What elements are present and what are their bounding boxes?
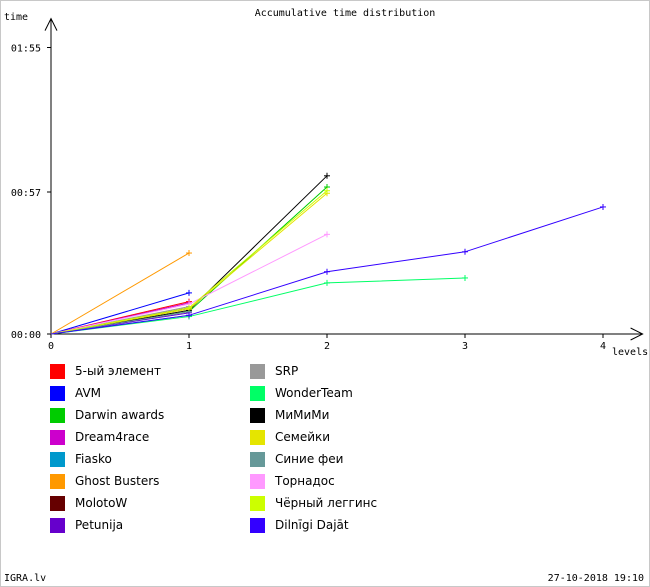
legend-swatch <box>50 517 65 533</box>
legend-label: Чёрный леггинс <box>275 496 378 510</box>
legend-label: WonderTeam <box>275 386 353 400</box>
legend-swatch <box>250 495 265 511</box>
legend-label: AVM <box>75 386 102 400</box>
legend-swatch <box>50 451 65 467</box>
y-tick-label: 00:00 <box>11 330 41 341</box>
legend-item: Торнадос <box>250 472 335 490</box>
legend-item: Dilnīgi Dajāt <box>250 516 349 534</box>
y-axis-arrow <box>44 17 58 31</box>
series-line <box>50 292 190 335</box>
legend-label: SRP <box>275 364 299 378</box>
legend-swatch <box>250 385 265 401</box>
chart-title: Accumulative time distribution <box>255 8 436 19</box>
footer-datetime: 27-10-2018 19:10 <box>547 573 644 584</box>
legend-swatch <box>250 517 265 533</box>
legend-item: 5-ый элемент <box>50 362 161 380</box>
legend-item: Dream4race <box>50 428 149 446</box>
x-tick-label: 0 <box>48 341 54 352</box>
legend-item: WonderTeam <box>250 384 353 402</box>
y-tick-label: 00:57 <box>11 188 41 199</box>
legend-swatch <box>250 363 265 379</box>
x-tick-label: 1 <box>186 341 192 352</box>
legend-swatch <box>50 429 65 445</box>
y-tick-label: 01:55 <box>11 44 41 55</box>
legend-label: Darwin awards <box>75 408 165 422</box>
legend-label: Dream4race <box>75 430 150 444</box>
legend-swatch <box>50 473 65 489</box>
legend-label: Dilnīgi Dajāt <box>275 518 349 532</box>
legend-label: МиМиМи <box>275 408 330 422</box>
legend-item: Синие феи <box>250 450 343 468</box>
series-line <box>50 311 190 335</box>
legend-label: Семейки <box>275 430 331 444</box>
legend-item: Ghost Busters <box>50 472 159 490</box>
x-tick-label: 2 <box>324 341 330 352</box>
legend-label: Petunija <box>75 518 124 532</box>
legend-item: Семейки <box>250 428 330 446</box>
legend-label: Fiasko <box>75 452 112 466</box>
legend-label: 5-ый элемент <box>75 364 161 378</box>
legend-item: Чёрный леггинс <box>250 494 377 512</box>
legend-swatch <box>250 429 265 445</box>
legend-item: MolotoW <box>50 494 127 512</box>
legend-swatch <box>50 385 65 401</box>
x-axis-label: levels <box>612 347 648 358</box>
series-line <box>50 252 190 335</box>
legend-swatch <box>50 363 65 379</box>
series-line <box>50 277 466 335</box>
legend-item: Darwin awards <box>50 406 164 424</box>
x-tick-label: 3 <box>462 341 468 352</box>
legend-swatch <box>50 407 65 423</box>
legend-item: SRP <box>250 362 298 380</box>
legend-item: AVM <box>50 384 101 402</box>
legend-label: Синие феи <box>275 452 344 466</box>
legend-item: Fiasko <box>50 450 112 468</box>
legend-item: МиМиМи <box>250 406 329 424</box>
legend-label: Торнадос <box>275 474 335 488</box>
x-tick-label: 4 <box>600 341 606 352</box>
legend-swatch <box>50 495 65 511</box>
footer-site: IGRA.lv <box>4 573 47 584</box>
legend-label: Ghost Busters <box>75 474 160 488</box>
y-axis-label: time <box>4 12 28 23</box>
legend-item: Petunija <box>50 516 123 534</box>
legend-label: MolotoW <box>75 496 128 510</box>
legend-swatch <box>250 473 265 489</box>
legend-swatch <box>250 451 265 467</box>
x-axis-arrow <box>630 327 644 341</box>
legend-swatch <box>250 407 265 423</box>
